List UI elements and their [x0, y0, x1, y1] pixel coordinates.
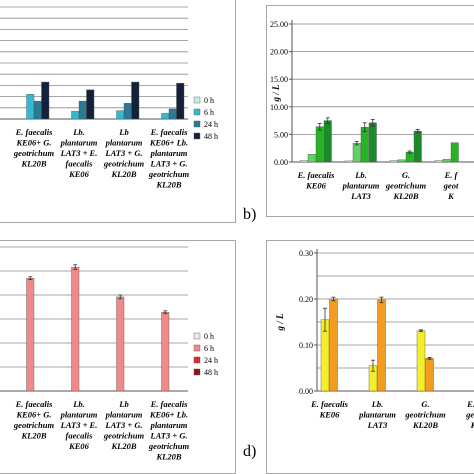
bar	[442, 159, 451, 163]
bar	[26, 278, 35, 392]
chart-b-svg: 0.00 5.00 10.00 15.00 20.00 25.00 g / L E. faec…	[270, 20, 474, 201]
bar	[71, 266, 80, 392]
bar	[323, 120, 332, 163]
legend-label: 6 h	[204, 108, 214, 117]
category-label: E. faecalis KE06	[310, 399, 349, 420]
bar	[450, 142, 459, 163]
bar	[434, 160, 443, 163]
bar	[71, 110, 80, 120]
category-label: E. faecalis KE06+ Lb. plantarum LAT3 + G. ge…	[148, 399, 190, 462]
chart-d: 0.00 0.10 0.20 0.30 g / L E. faecalis KE06 Lb. p…	[266, 240, 474, 474]
y-tick-label: 10.00	[270, 103, 288, 112]
chart-c: E. faecalis KE06+ G. geotrichum KL20B Lb. pla…	[0, 240, 236, 474]
legend-swatch	[193, 132, 201, 140]
legend-label: 24 h	[204, 120, 218, 129]
category-label: E. faecalis KE06+ G. geotrichum KL20B	[13, 127, 55, 169]
category-label: E. faecalis KE06+ G. geotrichum KL20B	[13, 399, 55, 441]
legend-label: 0 h	[204, 96, 214, 105]
y-axis-label: g / L	[271, 84, 281, 103]
category-label: Lb plantarum LAT3 + G. geotrichum KL20B	[103, 399, 145, 451]
bar	[352, 143, 361, 163]
chart-a: E. faecalis KE06+ G. geotrichum KL20B Lb. pla…	[0, 0, 236, 223]
y-axis-label: g / L	[275, 313, 285, 332]
bar	[33, 100, 42, 120]
legend-label: 24 h	[204, 356, 218, 365]
y-tick-label: 0.00	[274, 158, 288, 167]
legend-label: 48 h	[204, 132, 218, 141]
category-label: E. faecalis KE06	[297, 170, 336, 191]
legend-swatch	[193, 344, 201, 352]
legend-label: 6 h	[204, 344, 214, 353]
bar	[116, 296, 125, 392]
bar	[416, 330, 426, 392]
legend-swatch	[193, 108, 201, 116]
legend-swatch	[193, 120, 201, 128]
bar	[176, 82, 185, 120]
y-tick-label: 25.00	[270, 20, 288, 29]
y-tick-label: 0.20	[299, 295, 313, 304]
bar	[360, 127, 369, 163]
legend-swatch	[193, 332, 201, 340]
panel-label-d: d)	[243, 443, 257, 460]
y-tick-label: 0.10	[299, 341, 313, 350]
bar	[307, 154, 316, 163]
bar	[78, 100, 87, 120]
bar	[299, 160, 308, 163]
y-tick-label: 0.00	[299, 387, 313, 396]
category-label: Lb. plantarum LAT3 + E. faecalis KE06	[60, 127, 98, 179]
bar	[315, 126, 324, 163]
bar	[86, 89, 95, 120]
bar	[26, 94, 35, 120]
y-tick-label: 5.00	[274, 130, 288, 139]
category-label: Lb. plantarum LAT3	[342, 170, 380, 201]
legend-label: 0 h	[204, 332, 214, 341]
legend-label: 48 h	[204, 368, 218, 377]
bar	[168, 108, 177, 120]
bar	[161, 113, 170, 120]
bar	[425, 358, 434, 392]
legend-swatch	[193, 96, 201, 104]
bar	[389, 160, 398, 163]
category-label: E. faecalis KE06+ Lb. plantarum LAT3 + G. ge…	[148, 127, 190, 190]
bar	[131, 81, 140, 120]
category-label: G. geotrichum KL20B	[385, 170, 427, 201]
bar	[161, 312, 170, 392]
bar	[368, 122, 377, 163]
bar	[377, 299, 386, 392]
category-label: Lb plantarum LAT3 + G. geotrichum KL20B	[103, 127, 145, 179]
y-tick-label: 20.00	[270, 48, 288, 57]
bar	[41, 81, 50, 120]
bar	[413, 130, 422, 163]
bar	[329, 298, 338, 392]
bar	[397, 159, 406, 163]
category-label: Lb. plantarum LAT3	[358, 399, 396, 430]
legend-swatch	[193, 356, 201, 364]
legend-swatch	[193, 368, 201, 376]
category-label: G. geotrichum KL20B	[404, 399, 446, 430]
bar	[116, 110, 125, 120]
panel-label-b: b)	[243, 206, 257, 223]
y-tick-label: 0.30	[299, 249, 313, 258]
bar	[123, 103, 132, 120]
bar	[344, 160, 353, 163]
y-tick-label: 15.00	[270, 75, 288, 84]
category-label: Lb. plantarum LAT3 + E. faecalis KE06	[60, 399, 98, 451]
chart-d-svg: 0.00 0.10 0.20 0.30 g / L E. faecalis KE06 Lb. p…	[275, 249, 474, 430]
chart-b: 0.00 5.00 10.00 15.00 20.00 25.00 g / L E. faec…	[266, 5, 474, 217]
